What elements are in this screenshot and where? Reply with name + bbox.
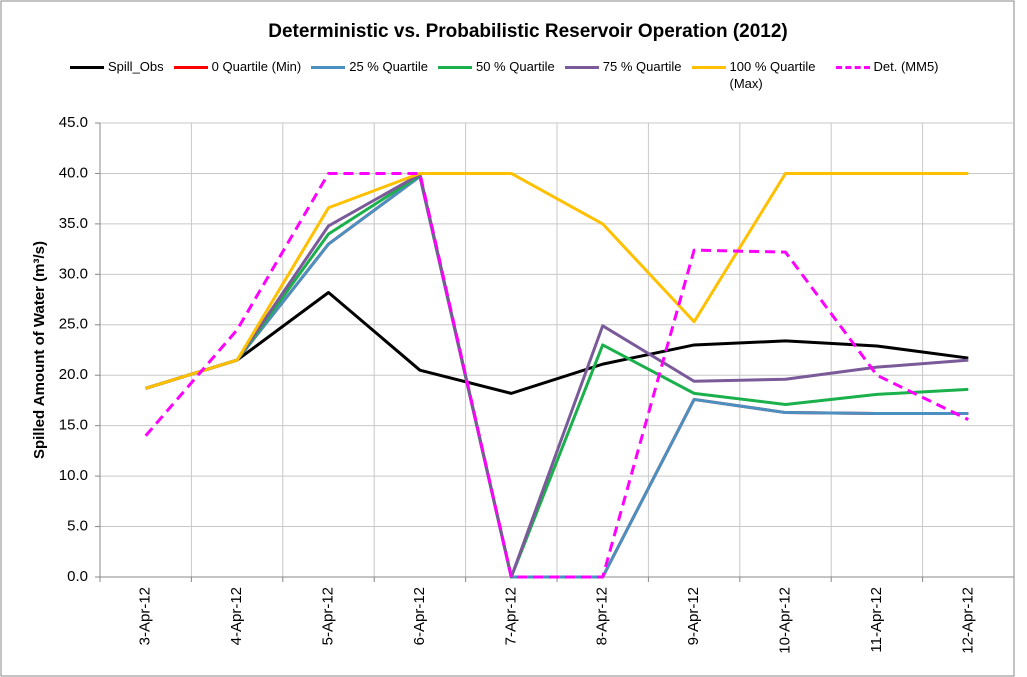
y-tick-label: 25.0 (59, 316, 88, 333)
legend-label: 100 % Quartile (Max) (729, 59, 816, 91)
legend-label: 0 Quartile (Min) (211, 59, 302, 74)
y-tick-label: 30.0 (59, 265, 88, 282)
y-tick-label: 15.0 (59, 417, 88, 434)
legend-swatch (835, 66, 870, 69)
y-tick-label: 45.0 (59, 114, 88, 131)
chart-title: Deterministic vs. Probabilistic Reservoi… (268, 21, 788, 42)
legend-item: 50 % Quartile (437, 58, 555, 92)
series-line (145, 173, 969, 579)
legend-swatch (437, 66, 472, 69)
series-line (145, 171, 969, 390)
y-axis-label: Spilled Amount of Water (m³/s) (31, 241, 48, 459)
y-tick-label: 40.0 (59, 164, 88, 181)
x-tick-label: 3-Apr-12 (137, 587, 154, 645)
x-tick-label: 9-Apr-12 (685, 587, 702, 645)
x-tick-label: 12-Apr-12 (959, 587, 976, 654)
legend-label: 50 % Quartile (475, 59, 555, 74)
legend-swatch (564, 66, 599, 69)
series-line (145, 290, 969, 395)
legend-item: Spill_Obs (70, 58, 164, 92)
legend-item: 0 Quartile (Min) (173, 58, 302, 92)
y-tick-label: 20.0 (59, 366, 88, 383)
y-tick-label: 0.0 (67, 568, 88, 585)
legend-label: Det. (MM5) (873, 59, 939, 74)
legend-item: 75 % Quartile (564, 58, 682, 92)
x-tick-label: 7-Apr-12 (502, 587, 519, 645)
series-line (145, 172, 969, 579)
y-tick-label: 5.0 (67, 518, 88, 535)
legend-swatch (173, 66, 208, 69)
x-tick-label: 8-Apr-12 (594, 587, 611, 645)
x-tick-label: 6-Apr-12 (411, 587, 428, 645)
legend-item: 100 % Quartile (Max) (691, 58, 826, 92)
legend-item: 25 % Quartile (311, 58, 428, 92)
legend-swatch (311, 66, 346, 69)
x-tick-label: 11-Apr-12 (868, 587, 885, 653)
x-tick-label: 10-Apr-12 (776, 587, 793, 654)
legend: Spill_Obs 0 Quartile (Min) 25 % Quartile 50… (70, 58, 949, 92)
legend-label: 25 % Quartile (349, 59, 428, 74)
legend-item: Det. (MM5) (835, 58, 939, 92)
series-line (144, 171, 969, 579)
y-tick-label: 10.0 (59, 467, 88, 484)
legend-label: Spill_Obs (108, 59, 164, 74)
x-tick-label: 4-Apr-12 (228, 587, 245, 645)
legend-label: 75 % Quartile (602, 59, 682, 74)
legend-swatch (70, 66, 104, 69)
x-tick-label: 5-Apr-12 (319, 587, 336, 645)
y-tick-label: 35.0 (59, 215, 88, 232)
legend-swatch (691, 66, 726, 69)
